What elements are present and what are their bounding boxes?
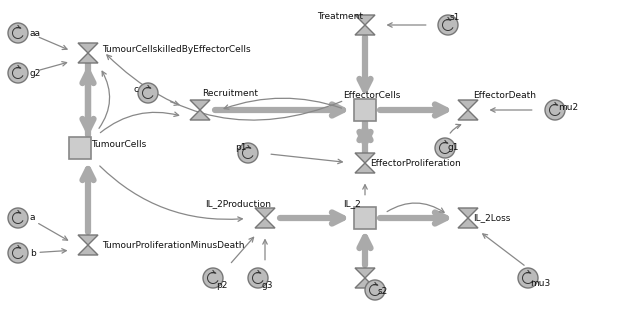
Text: Treatment: Treatment [317,12,363,21]
Text: c: c [133,86,138,95]
Circle shape [545,100,565,120]
Polygon shape [78,245,98,255]
Text: mu3: mu3 [530,280,550,289]
Text: TumourProliferationMinusDeath: TumourProliferationMinusDeath [102,241,245,250]
Text: b: b [30,249,36,258]
Circle shape [435,138,455,158]
Text: s2: s2 [378,287,388,296]
Text: a: a [30,214,36,223]
Circle shape [518,268,538,288]
Circle shape [438,15,458,35]
Text: EffectorDeath: EffectorDeath [473,91,536,100]
Text: g2: g2 [30,69,41,78]
Polygon shape [78,43,98,53]
Text: g1: g1 [448,144,459,153]
Polygon shape [78,53,98,63]
Text: IL_2Production: IL_2Production [205,199,271,208]
Circle shape [138,83,158,103]
Text: EffectorCells: EffectorCells [343,91,401,100]
Polygon shape [458,110,478,120]
Polygon shape [190,110,210,120]
Polygon shape [190,100,210,110]
Text: TumourCellskilledByEffectorCells: TumourCellskilledByEffectorCells [102,46,250,55]
Circle shape [8,208,28,228]
Bar [354,99,376,121]
Text: IL_2Loss: IL_2Loss [473,214,510,223]
Circle shape [8,63,28,83]
Polygon shape [355,15,375,25]
Text: p1: p1 [235,144,247,153]
Polygon shape [255,218,275,228]
Circle shape [248,268,268,288]
Text: Recruitment: Recruitment [202,89,258,98]
Circle shape [238,143,258,163]
Text: mu2: mu2 [558,104,578,113]
Bar [354,207,376,229]
Bar [69,137,91,159]
Text: TumourCells: TumourCells [91,140,146,149]
Polygon shape [355,153,375,163]
Text: g3: g3 [261,281,272,290]
Circle shape [8,243,28,263]
Circle shape [8,23,28,43]
Circle shape [365,280,385,300]
Text: p2: p2 [216,281,227,290]
Polygon shape [355,25,375,35]
Circle shape [203,268,223,288]
Polygon shape [458,218,478,228]
Polygon shape [355,163,375,173]
Text: IL_2: IL_2 [343,199,361,208]
Polygon shape [78,235,98,245]
Polygon shape [458,100,478,110]
Polygon shape [355,268,375,278]
Text: aa: aa [30,29,41,38]
Text: EffectorProliferation: EffectorProliferation [370,158,461,167]
Text: s1: s1 [450,14,460,23]
Polygon shape [355,278,375,288]
Polygon shape [458,208,478,218]
Polygon shape [255,208,275,218]
